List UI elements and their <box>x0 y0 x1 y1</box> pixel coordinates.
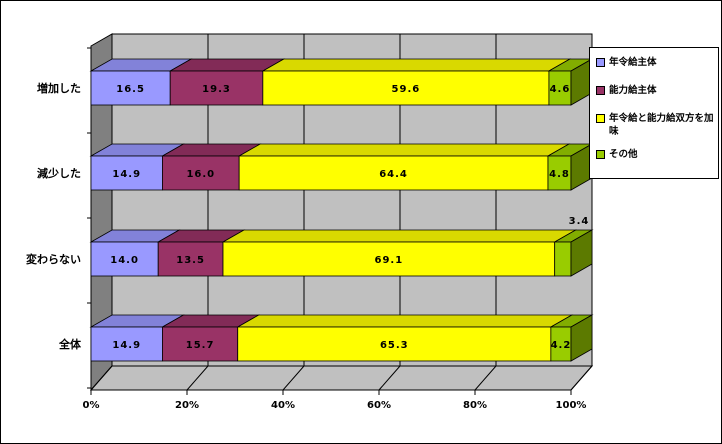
bar-segment <box>162 155 240 191</box>
data-label: 14.0 <box>110 255 139 266</box>
bar-segment <box>222 241 556 277</box>
bar-segment <box>157 241 224 277</box>
bar-top-face <box>237 143 571 157</box>
category-label: 全体 <box>58 337 82 351</box>
bar-segment <box>90 241 159 277</box>
gridline-floor <box>90 365 113 391</box>
bar-segment <box>238 155 549 191</box>
legend-swatch <box>596 58 605 67</box>
x-tick-label: 0% <box>83 400 100 411</box>
gridline-floor <box>282 365 305 391</box>
floor <box>89 365 594 391</box>
legend-swatch <box>596 114 605 123</box>
data-label: 4.8 <box>549 169 570 180</box>
data-label: 16.5 <box>116 84 145 95</box>
bar-segment <box>262 70 550 106</box>
data-label: 3.4 <box>569 216 590 227</box>
data-label: 15.7 <box>186 340 215 351</box>
bar-top-face <box>236 314 574 328</box>
x-tick-label: 80% <box>463 400 487 411</box>
x-tick-label: 40% <box>271 400 295 411</box>
legend-swatch <box>596 86 605 95</box>
bar-top-face <box>221 229 578 243</box>
data-label: 19.3 <box>202 84 231 95</box>
bar-top-face <box>261 58 572 72</box>
legend-swatch <box>596 150 605 159</box>
gridline-floor <box>474 365 497 391</box>
data-label: 4.2 <box>551 340 572 351</box>
bar-segment <box>162 326 239 362</box>
legend-label: その他 <box>609 149 638 160</box>
data-label: 16.0 <box>186 169 215 180</box>
data-label: 64.4 <box>379 169 408 180</box>
data-label: 13.5 <box>176 255 205 266</box>
bar-segment <box>90 155 163 191</box>
category-label: 減少した <box>37 166 81 180</box>
gridline-floor <box>186 365 209 391</box>
legend-item: 年令給と能力給双方を加味 <box>596 112 718 138</box>
legend-item: 年令給主体 <box>596 56 718 69</box>
bar-end-face <box>570 314 593 362</box>
legend-label: 年令給と能力給双方を加味 <box>609 113 714 137</box>
bar-segment <box>554 241 572 277</box>
legend-item: その他 <box>596 148 718 161</box>
data-label: 14.9 <box>112 340 141 351</box>
gridline-floor <box>378 365 401 391</box>
gridline-floor <box>570 365 593 391</box>
data-label: 59.6 <box>392 84 421 95</box>
category-label: 変わらない <box>26 252 81 266</box>
x-tick-label: 60% <box>367 400 391 411</box>
legend-label: 能力給主体 <box>609 85 657 96</box>
category-label: 増加した <box>37 81 81 95</box>
bars <box>89 58 594 362</box>
x-tick-label: 100% <box>556 400 587 411</box>
data-label: 69.1 <box>374 255 403 266</box>
bar-segment <box>90 70 171 106</box>
data-label: 65.3 <box>380 340 409 351</box>
bar-end-face <box>570 229 593 277</box>
data-label: 14.9 <box>112 169 141 180</box>
bar-segment <box>237 326 552 362</box>
legend: 年令給主体 能力給主体 年令給と能力給双方を加味 その他 <box>589 47 719 179</box>
data-label: 4.6 <box>550 84 571 95</box>
x-tick-label: 20% <box>175 400 199 411</box>
legend-item: 能力給主体 <box>596 84 718 97</box>
legend-label: 年令給主体 <box>609 57 657 68</box>
labels: 0% 20% 40% 60% 80% 100% 増加した 16.5 19.3 59.6 4.6 減少し… <box>26 81 590 411</box>
bar-segment <box>169 70 264 106</box>
